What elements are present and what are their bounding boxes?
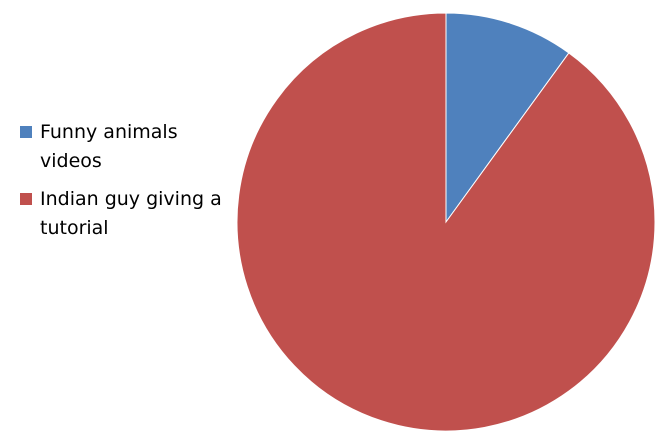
legend-label: Indian guy giving a tutorial xyxy=(40,188,222,239)
pie-slice-indian-guy xyxy=(236,12,656,432)
legend-swatch-red xyxy=(20,193,32,205)
legend: Funny animals videos Indian guy giving a… xyxy=(20,118,230,252)
legend-label: Funny animals videos xyxy=(40,121,178,172)
pie-slice-funny-animals xyxy=(445,12,570,224)
legend-item-indian-guy: Indian guy giving a tutorial xyxy=(20,185,230,243)
legend-item-funny-animals: Funny animals videos xyxy=(20,118,230,176)
legend-swatch-blue xyxy=(20,126,32,138)
